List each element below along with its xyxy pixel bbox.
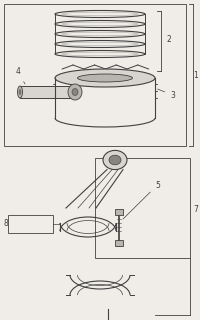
Ellipse shape (108, 155, 120, 165)
Ellipse shape (19, 90, 21, 94)
Text: 7: 7 (192, 205, 197, 214)
Bar (95, 158, 189, 258)
Ellipse shape (68, 84, 82, 100)
Bar (8, 215, 53, 233)
Ellipse shape (55, 69, 154, 87)
Text: 6: 6 (0, 319, 1, 320)
Text: 2: 2 (166, 36, 171, 44)
Bar (114, 209, 122, 215)
Bar (20, 86, 75, 98)
Ellipse shape (17, 86, 22, 98)
Text: 1: 1 (193, 70, 197, 79)
Ellipse shape (102, 150, 126, 170)
Text: 3: 3 (157, 89, 174, 100)
Ellipse shape (72, 89, 78, 95)
Bar (114, 240, 122, 246)
Text: 8: 8 (4, 220, 9, 228)
Text: 5: 5 (122, 180, 159, 219)
Bar (4, 4, 185, 146)
Text: 4: 4 (15, 68, 25, 84)
Ellipse shape (77, 74, 132, 82)
